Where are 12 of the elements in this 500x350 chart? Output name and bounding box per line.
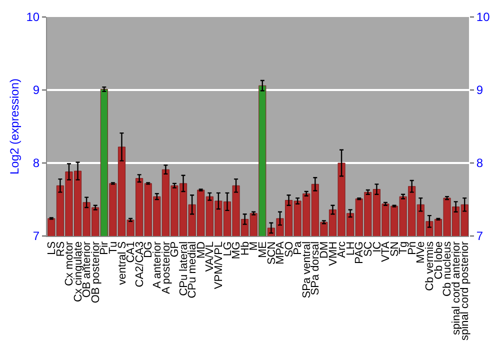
y-tick-label: 9: [32, 83, 40, 98]
x-tick-label: Tg: [398, 241, 410, 254]
x-tick-label: OB posterior: [90, 241, 102, 304]
y-axis-title: Log2 (expression): [8, 78, 22, 175]
y-tick-label: 7: [32, 229, 40, 244]
y2-tick-label: 8: [476, 156, 484, 170]
y2-tick-label: 10: [476, 10, 490, 24]
y-tick-label: 8: [32, 156, 40, 170]
y2-tick-label: 9: [476, 83, 484, 98]
x-tick-label: spinal cord posterior: [459, 241, 472, 340]
y-tick-label: 10: [26, 10, 40, 24]
y2-tick-label: 7: [476, 229, 484, 244]
